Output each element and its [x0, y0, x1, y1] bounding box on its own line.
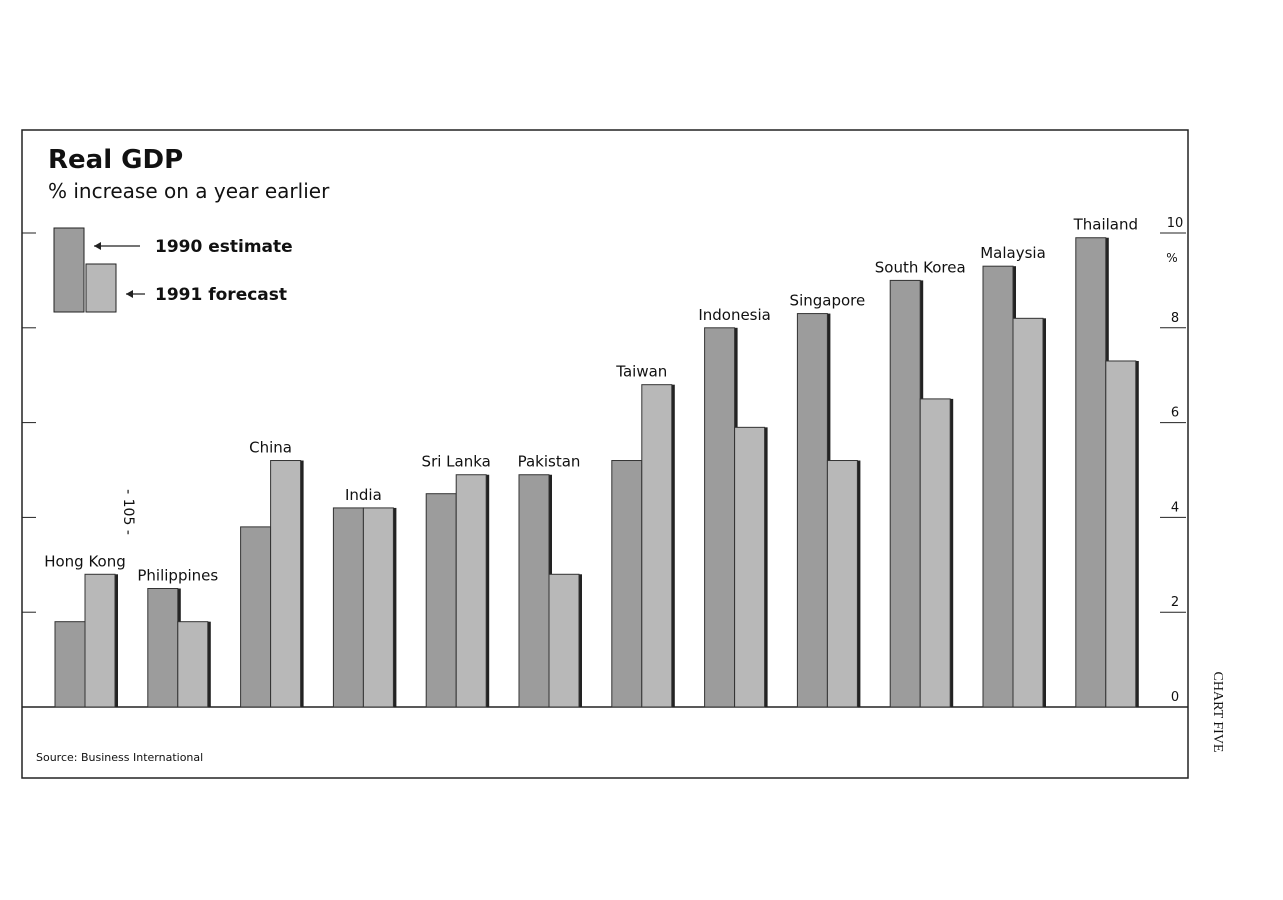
y-tick-label: 8 — [1171, 311, 1179, 326]
legend-swatch — [53, 227, 85, 313]
category-label: India — [345, 486, 382, 504]
bar — [240, 526, 272, 708]
bar — [548, 573, 580, 708]
bar — [362, 507, 394, 708]
chart-frame — [21, 129, 1189, 779]
category-label: Philippines — [137, 567, 218, 585]
bar — [734, 426, 766, 708]
y-unit: % — [1166, 251, 1177, 265]
bar — [332, 507, 364, 708]
bar — [641, 384, 673, 708]
category-label: Thailand — [1073, 216, 1138, 234]
category-label: Malaysia — [980, 244, 1046, 262]
bar — [796, 313, 828, 708]
bar — [1012, 317, 1044, 708]
legend-label: 1990 estimate — [155, 237, 293, 257]
legend-arrowhead — [126, 290, 133, 298]
category-label: Sri Lanka — [422, 453, 491, 471]
category-label: Taiwan — [615, 363, 667, 381]
category-label: Pakistan — [518, 453, 581, 471]
y-tick-label: 0 — [1171, 690, 1179, 705]
bar — [147, 588, 179, 708]
legend-label: 1991 forecast — [155, 285, 287, 305]
y-tick-label: 6 — [1171, 406, 1179, 421]
bar — [455, 474, 487, 708]
legend-swatch — [85, 263, 117, 313]
bar — [611, 460, 643, 708]
bar — [425, 493, 457, 708]
y-tick-label: 4 — [1171, 500, 1179, 515]
chart-subtitle: % increase on a year earlier — [48, 179, 330, 203]
bar — [704, 327, 736, 708]
bar — [54, 621, 86, 708]
bar — [889, 279, 921, 708]
bar — [270, 460, 302, 708]
category-label: South Korea — [875, 258, 966, 276]
bar — [1105, 360, 1137, 708]
chart-label: CHART FIVE — [1210, 672, 1225, 753]
bar — [84, 573, 116, 708]
bar — [982, 265, 1014, 708]
bar — [518, 474, 550, 708]
category-label: Hong Kong — [44, 552, 126, 570]
category-label: Indonesia — [698, 306, 771, 324]
bar — [919, 398, 951, 708]
page-number: - 105 - — [120, 489, 136, 535]
bar — [177, 621, 209, 708]
y-tick-label: 10 — [1167, 216, 1184, 231]
bar — [826, 460, 858, 708]
legend-arrowhead — [94, 242, 101, 250]
category-label: China — [249, 439, 292, 457]
chart-title: Real GDP — [48, 145, 183, 175]
category-label: Singapore — [790, 292, 866, 310]
source: Source: Business International — [36, 751, 203, 764]
y-tick-label: 2 — [1171, 595, 1179, 610]
bar — [1075, 237, 1107, 708]
